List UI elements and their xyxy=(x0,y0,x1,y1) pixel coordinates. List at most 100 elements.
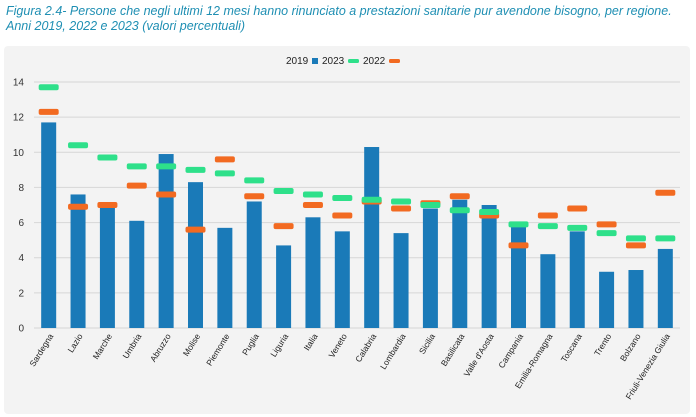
marker-2019 xyxy=(126,163,147,170)
x-category-label: Calabria xyxy=(353,332,378,364)
marker-2022 xyxy=(596,221,617,228)
marker-2022 xyxy=(244,193,265,200)
legend-label: 2022 xyxy=(363,56,386,67)
bar-2023 xyxy=(129,220,145,328)
marker-2022 xyxy=(273,223,294,230)
legend-label: 2019 xyxy=(286,56,309,67)
x-category-label: Veneto xyxy=(326,332,349,360)
marker-2019 xyxy=(156,163,177,170)
marker-2022 xyxy=(68,203,89,210)
legend-swatch xyxy=(312,58,318,64)
bar-2023 xyxy=(334,231,350,328)
marker-2022 xyxy=(655,189,676,196)
marker-2019 xyxy=(38,84,59,91)
marker-2019 xyxy=(567,224,588,231)
marker-2022 xyxy=(332,212,353,219)
marker-2022 xyxy=(185,226,206,233)
bar-2023 xyxy=(276,245,292,328)
legend-label: 2023 xyxy=(322,56,345,67)
marker-2019 xyxy=(508,221,529,228)
x-category-label: Molise xyxy=(181,332,203,358)
marker-2019 xyxy=(273,187,294,194)
bar-2023 xyxy=(217,227,233,328)
x-category-label: Lombardia xyxy=(378,332,408,372)
bar-2023 xyxy=(99,206,115,328)
bar-2023 xyxy=(70,194,86,328)
x-category-label: Piemonte xyxy=(204,332,232,368)
x-category-label: Lazio xyxy=(65,332,84,355)
x-category-label: Sardegna xyxy=(27,332,55,369)
marker-2019 xyxy=(97,154,118,161)
x-category-label: Campania xyxy=(496,332,525,370)
y-tick-label: 10 xyxy=(13,148,25,159)
bar-2023 xyxy=(422,208,438,328)
bar-2023 xyxy=(599,271,615,328)
marker-2019 xyxy=(479,209,500,216)
markers-2019 xyxy=(38,84,676,242)
x-category-label: Trento xyxy=(592,332,613,358)
bar-2023 xyxy=(540,254,556,328)
x-category-label: Italia xyxy=(302,332,320,353)
bar-2023 xyxy=(511,226,526,328)
marker-2022 xyxy=(302,202,323,208)
y-tick-label: 8 xyxy=(18,183,24,194)
bar-2023 xyxy=(364,147,380,328)
marker-2022 xyxy=(156,191,177,198)
bar-2023 xyxy=(246,201,262,328)
x-category-label: Basilicata xyxy=(439,332,467,368)
x-category-label: Marche xyxy=(91,332,115,362)
marker-2019 xyxy=(596,230,617,237)
x-category-label: Bolzano xyxy=(618,332,643,364)
bar-2023 xyxy=(41,122,57,329)
legend: 2019 2023 2022 xyxy=(286,56,400,67)
legend-swatch xyxy=(389,59,400,63)
marker-2022 xyxy=(126,182,147,189)
bar-2023 xyxy=(305,217,321,328)
marker-2019 xyxy=(391,198,412,205)
y-axis-ticks: 0 2 4 6 8 10 12 14 xyxy=(13,78,25,335)
x-category-label: Toscana xyxy=(559,332,584,364)
bar-2023 xyxy=(188,182,203,328)
marker-2019 xyxy=(185,166,206,173)
bar-2023 xyxy=(158,154,174,328)
marker-2019 xyxy=(244,177,265,184)
x-axis-category-labels: Sardegna Lazio Marche Umbria Abruzzo Molise Pi… xyxy=(27,332,672,402)
marker-2019 xyxy=(625,235,646,242)
y-tick-label: 0 xyxy=(18,324,24,335)
y-tick-label: 2 xyxy=(18,288,24,299)
x-category-label: Sicilia xyxy=(417,332,437,356)
y-tick-label: 6 xyxy=(18,218,24,229)
marker-2022 xyxy=(38,108,59,115)
marker-2019 xyxy=(655,235,676,242)
marker-2019 xyxy=(537,223,558,230)
marker-2019 xyxy=(361,196,382,203)
x-category-label: Valle d'Aosta xyxy=(462,332,496,379)
marker-2022 xyxy=(625,242,646,249)
marker-2022 xyxy=(391,205,412,212)
marker-2022 xyxy=(508,242,529,249)
y-tick-label: 12 xyxy=(13,113,25,124)
y-tick-label: 4 xyxy=(18,253,24,264)
bar-2023 xyxy=(569,231,585,328)
marker-2019 xyxy=(332,194,353,201)
marker-2019 xyxy=(420,202,441,208)
marker-2022 xyxy=(97,202,118,208)
marker-2022 xyxy=(214,156,235,163)
legend-swatch xyxy=(348,59,359,63)
x-category-label: Liguria xyxy=(268,332,290,359)
bar-2023 xyxy=(452,199,468,328)
bars-2023 xyxy=(41,122,673,329)
x-category-label: Umbria xyxy=(120,332,143,361)
bar-chart: 0 2 4 6 8 10 12 14 Sardegna Lazio Marche Umbria Abr… xyxy=(13,56,680,402)
marker-2019 xyxy=(449,207,470,214)
marker-2022 xyxy=(567,205,588,212)
marker-2022 xyxy=(449,193,470,200)
y-tick-label: 14 xyxy=(13,78,25,89)
x-category-label: Abruzzo xyxy=(148,332,173,364)
x-category-label: Puglia xyxy=(240,332,261,358)
plot-frame: 0 2 4 6 8 10 12 14 Sardegna Lazio Marche Umbria Abr… xyxy=(4,46,690,414)
bar-2023 xyxy=(481,205,497,328)
figure-title: Figura 2.4- Persone che negli ultimi 12 … xyxy=(6,4,672,33)
bar-2023 xyxy=(628,270,644,328)
marker-2019 xyxy=(302,191,323,198)
